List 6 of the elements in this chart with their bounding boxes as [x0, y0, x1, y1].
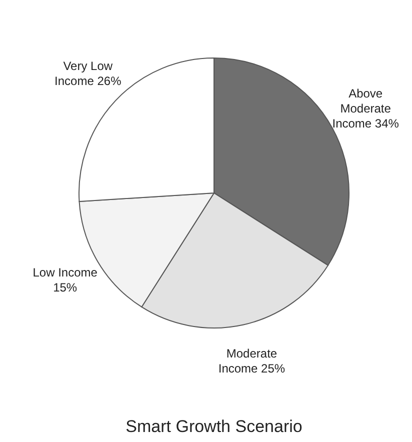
slice-label: Very Low Income 26% [54, 59, 122, 88]
slice-label: Above Moderate Income 34% [332, 86, 400, 131]
slice-label: Low Income [32, 266, 98, 280]
data-label: 15% [53, 280, 78, 295]
text: Smart Growth Scenario [126, 417, 302, 436]
slice-label: Moderate Income 25% [218, 346, 286, 376]
